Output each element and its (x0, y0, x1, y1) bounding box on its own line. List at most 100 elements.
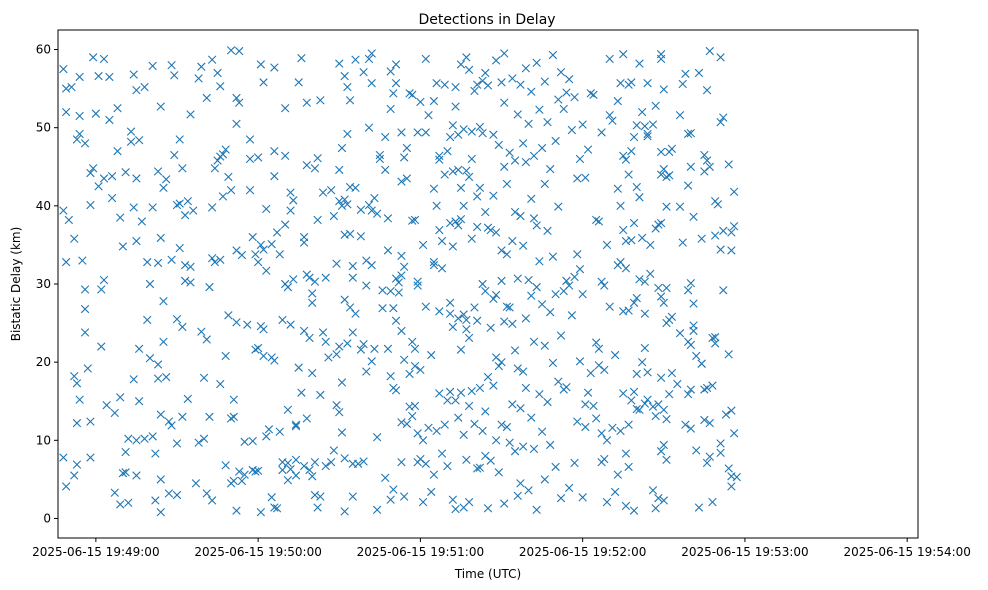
data-point-marker (537, 427, 547, 436)
data-point-marker (673, 379, 682, 389)
data-point-marker (216, 379, 225, 389)
data-point-marker (665, 390, 674, 399)
data-point-marker (340, 71, 349, 81)
data-point-marker (437, 264, 447, 273)
data-point-marker (270, 503, 279, 512)
data-point-marker (619, 50, 628, 59)
data-point-marker (445, 387, 455, 397)
data-point-marker (302, 414, 311, 423)
data-point-marker (302, 161, 311, 170)
data-point-marker (437, 449, 447, 458)
data-point-marker (659, 405, 668, 415)
data-point-marker (616, 78, 625, 88)
data-point-marker (183, 196, 192, 206)
data-point-marker (605, 302, 614, 311)
data-point-marker (589, 90, 598, 100)
data-point-marker (713, 200, 723, 209)
data-point-marker (443, 396, 452, 405)
data-point-marker (99, 275, 109, 285)
data-point-marker (329, 446, 339, 455)
data-point-marker (235, 98, 244, 107)
data-point-marker (345, 229, 355, 239)
data-point-marker (632, 182, 641, 192)
data-point-marker (134, 136, 144, 145)
data-point-marker (124, 498, 133, 508)
data-point-marker (308, 472, 317, 481)
data-point-marker (451, 396, 460, 405)
data-point-marker (80, 285, 90, 294)
data-point-marker (502, 179, 512, 189)
data-point-marker (627, 78, 636, 87)
data-point-marker (367, 357, 376, 366)
data-point-marker (291, 422, 301, 431)
data-point-marker (518, 442, 528, 451)
data-point-marker (389, 89, 398, 98)
data-point-marker (386, 104, 395, 114)
data-point-marker (591, 338, 601, 347)
data-point-marker (175, 243, 184, 253)
data-point-marker (70, 471, 79, 480)
data-point-marker (343, 200, 352, 209)
data-point-marker (529, 337, 539, 347)
data-point-marker (502, 302, 512, 311)
data-point-marker (616, 257, 625, 267)
data-point-marker (540, 77, 549, 86)
data-point-marker (486, 456, 495, 465)
data-point-marker (705, 452, 714, 461)
data-point-marker (702, 85, 712, 95)
data-point-marker (107, 171, 117, 181)
data-point-marker (310, 164, 320, 173)
data-point-marker (297, 53, 306, 63)
data-point-marker (656, 218, 666, 228)
data-point-marker (113, 146, 122, 156)
data-point-marker (310, 277, 320, 286)
data-point-marker (156, 508, 165, 517)
data-point-marker (540, 341, 549, 350)
data-point-marker (148, 432, 157, 441)
data-point-marker (656, 447, 666, 456)
data-point-marker (262, 266, 271, 275)
data-point-marker (226, 186, 236, 195)
data-point-marker (448, 495, 458, 504)
data-point-marker (662, 415, 671, 424)
data-point-marker (410, 215, 420, 225)
data-point-marker (159, 337, 168, 347)
data-point-marker (686, 128, 696, 138)
data-point-marker (394, 288, 403, 297)
data-point-marker (126, 137, 136, 146)
data-point-marker (475, 383, 485, 393)
data-point-marker (237, 250, 247, 260)
data-point-marker (724, 160, 733, 169)
data-point-marker (602, 436, 612, 445)
data-point-marker (113, 103, 122, 113)
data-point-marker (235, 467, 244, 476)
data-point-marker (662, 172, 671, 182)
data-point-marker (694, 68, 704, 78)
y-tick-label: 30 (36, 277, 51, 291)
data-point-marker (546, 164, 555, 174)
data-point-marker (408, 216, 417, 225)
data-point-marker (440, 80, 449, 89)
y-tick-label: 40 (36, 199, 51, 213)
data-point-marker (262, 432, 271, 441)
data-point-marker (621, 155, 631, 164)
data-point-marker (643, 78, 652, 88)
data-point-marker (619, 389, 628, 398)
data-point-marker (97, 285, 106, 294)
data-point-marker (578, 493, 587, 502)
data-point-marker (443, 461, 452, 471)
data-point-marker (554, 377, 563, 386)
data-point-marker (232, 93, 241, 103)
data-point-marker (105, 115, 114, 125)
data-point-marker (575, 357, 585, 366)
data-point-marker (221, 145, 230, 154)
y-tick-label: 60 (36, 43, 51, 57)
data-point-marker (635, 405, 644, 415)
data-point-marker (145, 279, 155, 289)
data-point-marker (697, 234, 706, 243)
data-point-marker (248, 232, 257, 242)
data-point-marker (408, 337, 417, 347)
data-point-marker (61, 107, 71, 117)
data-point-marker (643, 395, 652, 404)
data-point-marker (283, 405, 293, 415)
